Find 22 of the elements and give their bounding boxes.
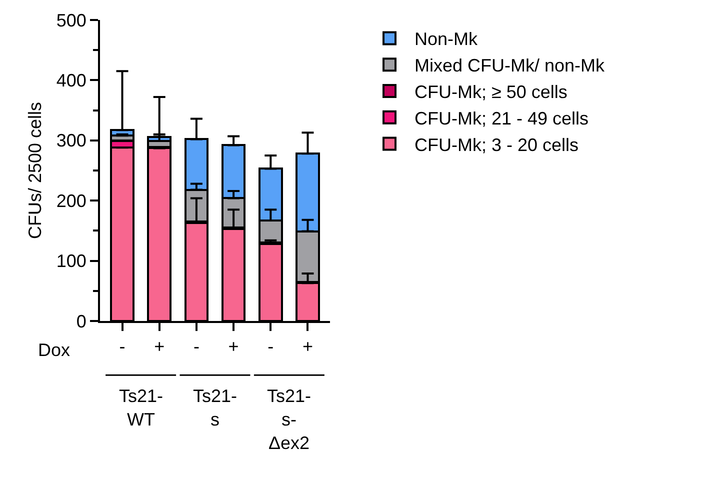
- y-tick-label: 200: [56, 190, 86, 211]
- y-tick-label: 500: [56, 10, 86, 30]
- y-tick-label: 0: [76, 311, 86, 332]
- y-tick-label: 100: [56, 251, 86, 272]
- x-tick-label: -: [268, 336, 274, 357]
- text: Ts21-WT: [119, 386, 164, 430]
- x-tick-label: +: [154, 336, 165, 357]
- x-tick-label: -: [119, 336, 126, 357]
- text: Dox: [38, 340, 70, 360]
- legend-label: Non-Mk: [414, 29, 479, 50]
- y-tick-label: 400: [56, 70, 86, 90]
- text: Ts21-s: [193, 386, 238, 430]
- x-tick-label: +: [302, 336, 313, 357]
- legend-label: CFU-Mk; 3 - 20 cells: [414, 134, 579, 155]
- legend-label: CFU-Mk; ≥ 50 cells: [414, 82, 568, 102]
- text: Ts21-s-Δex2: [267, 386, 312, 453]
- x-tick-label: -: [193, 336, 200, 357]
- legend-label: Mixed CFU-Mk/ non-Mk: [414, 56, 606, 76]
- legend-label: CFU-Mk; 21 - 49 cells: [414, 108, 589, 128]
- y-tick-label: 300: [56, 130, 86, 151]
- x-tick-label: +: [228, 336, 239, 357]
- y-axis-title: CFUs/ 2500 cells: [25, 102, 46, 240]
